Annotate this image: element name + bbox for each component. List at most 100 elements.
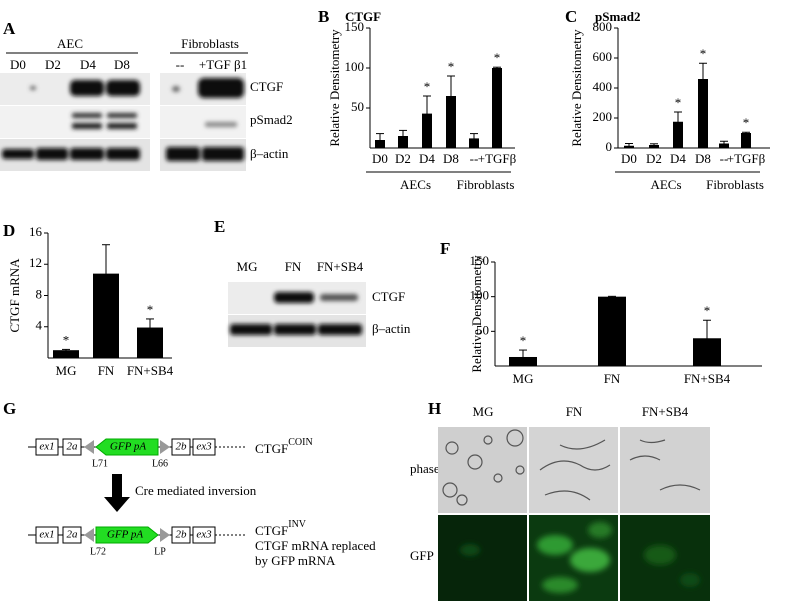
lane-label: MG [237,259,258,274]
allele-note: CTGF mRNA replaced [255,538,376,553]
lane-label: D0 [10,57,26,72]
significance-star: * [147,302,154,317]
exon-box [35,438,59,456]
cassette-label: GFP pA [107,529,143,541]
site-label: L71 [92,458,108,469]
lox-site [84,528,94,542]
row-label: CTGF [372,289,405,304]
y-tick-label: 100 [470,288,490,303]
bands [230,292,362,335]
bar [741,133,751,148]
x-tick-label: MG [513,371,534,386]
gfp-cassette [95,526,159,544]
y-tick-label: 4 [36,318,43,333]
y-axis-label: CTGF mRNA [7,258,22,333]
x-tick-label: MG [56,363,77,378]
significance-star: * [63,332,70,347]
panel-letter: G [3,399,16,418]
site-label: L72 [90,546,106,557]
group-label: AECs [650,177,681,192]
row-label: β–actin [250,146,289,161]
micrograph [438,515,527,601]
diagram-g: ex1 2a GFP pA 2b ex3 L71 L66 CTGFCOIN Cr… [28,437,376,568]
panel-letter: B [318,7,329,26]
exon-box [35,526,59,544]
exon-box [62,438,82,456]
y-tick-label: 12 [29,255,42,270]
exon-box [171,438,191,456]
blot-e: MG FN FN+SB4 CTGF β–actin [228,259,411,347]
x-tick-label: FN [604,371,621,386]
exon-label: 2a [67,441,79,453]
gfp-cassette [95,438,159,456]
lane-label: -- [176,57,185,72]
significance-star: * [700,46,707,61]
panel-letter: E [214,217,225,236]
x-tick-label: D0 [372,151,388,166]
y-tick-label: 600 [593,49,613,64]
y-tick-label: 400 [593,79,613,94]
significance-star: * [424,79,431,94]
exon-label: 2b [176,529,188,541]
x-tick-label: D4 [419,151,435,166]
lane-label: D2 [45,57,61,72]
y-tick-label: 150 [345,19,365,34]
x-tick-label: D2 [646,151,662,166]
bar [446,96,456,148]
bar [673,121,683,148]
y-tick-label: 8 [36,286,43,301]
lane-label: D4 [80,57,96,72]
y-axis-label: Relative Densitometry [327,29,342,147]
chart-title: CTGF [345,9,381,24]
arrow-label: Cre mediated inversion [135,483,257,498]
significance-star: * [743,115,750,130]
arrow-shaft [112,474,122,498]
x-tick-label: +TGFβ [727,151,766,166]
significance-star: * [675,95,682,110]
group-label: Fibroblasts [706,177,764,192]
allele-name: CTGF [255,441,288,456]
y-tick-label: 800 [593,19,613,34]
exon-label: ex1 [39,529,54,541]
site-label: L66 [152,458,168,469]
gfp-signal [460,522,700,593]
column-label: FN+SB4 [642,404,689,419]
blot-strip [0,106,150,138]
row-label: CTGF [250,79,283,94]
x-tick-label: D8 [695,151,711,166]
column-label: FN [566,404,583,419]
significance-star: * [704,303,711,318]
y-tick-label: 0 [606,139,613,154]
group-label: AEC [57,36,83,51]
allele-note: by GFP mRNA [255,553,336,568]
cell-outlines [442,429,701,506]
arrow-head [104,497,130,512]
micrographs-h: MG FN FN+SB4 phase GFP [410,404,710,601]
site-label: LP [154,546,166,557]
row-label: phase [410,461,440,476]
cassette-label: GFP pA [110,441,146,453]
x-tick-label: FN+SB4 [127,363,174,378]
micrograph [620,427,710,513]
allele-superscript: INV [288,519,307,530]
bar [53,350,79,358]
y-tick-label: 50 [476,322,489,337]
panel-letter: F [440,239,450,258]
row-label: β–actin [372,321,411,336]
bar [492,68,502,148]
significance-star: * [448,59,455,74]
y-tick-label: 50 [351,99,364,114]
blot-a: AEC Fibroblasts D0 D2 D4 D8 -- +TGF β1 [0,36,293,171]
allele-superscript: COIN [288,437,312,448]
exon-box [192,438,216,456]
x-tick-label: FN [98,363,115,378]
exon-label: 2a [67,529,79,541]
allele-label: CTGFINV [255,519,307,538]
x-tick-label: D2 [395,151,411,166]
lox-site [160,440,170,454]
chart-title: pSmad2 [595,9,641,24]
x-tick-label: D8 [443,151,459,166]
exon-box [192,526,216,544]
panel-letter: H [428,399,441,418]
